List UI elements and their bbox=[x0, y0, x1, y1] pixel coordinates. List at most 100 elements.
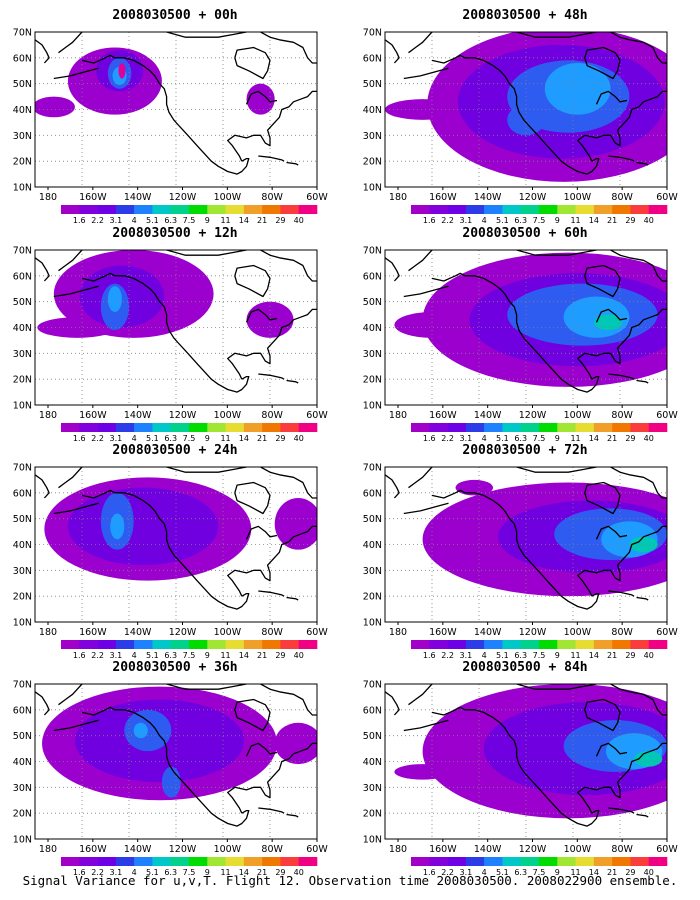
colorbar-swatch bbox=[465, 857, 485, 866]
colorbar-swatch bbox=[447, 205, 467, 214]
colorbar-swatch bbox=[484, 857, 503, 866]
x-tick-label: 100W bbox=[214, 844, 242, 855]
colorbar-label: 40 bbox=[294, 434, 304, 443]
colorbar-swatch bbox=[115, 857, 135, 866]
colorbar-swatch bbox=[539, 205, 558, 214]
panel-title: 2008030500 + 60h bbox=[462, 226, 588, 241]
x-tick-label: 140W bbox=[124, 844, 152, 855]
colorbar-label: 7.5 bbox=[183, 216, 196, 225]
y-tick-label: 60N bbox=[13, 488, 32, 499]
y-tick-label: 10N bbox=[363, 835, 382, 846]
y-tick-label: 10N bbox=[13, 401, 32, 412]
y-tick-label: 20N bbox=[363, 157, 382, 168]
colorbar-label: 4 bbox=[132, 651, 137, 660]
x-tick-label: 140W bbox=[124, 627, 152, 638]
colorbar-label: 3.1 bbox=[109, 216, 122, 225]
colorbar-swatch bbox=[152, 423, 172, 432]
colorbar-swatch bbox=[189, 423, 208, 432]
colorbar-swatch bbox=[61, 640, 80, 649]
map-frame bbox=[34, 466, 318, 623]
colorbar-swatch bbox=[262, 423, 281, 432]
panel-00h: 2008030500 + 00h 180 160W 140W 120W 100W 80W 6… bbox=[5, 8, 345, 226]
y-tick-label: 10N bbox=[363, 401, 382, 412]
colorbar-label: 14 bbox=[589, 216, 599, 225]
colorbar-swatch bbox=[630, 857, 650, 866]
contour-region bbox=[35, 96, 75, 118]
contour-region bbox=[124, 709, 172, 752]
panel-84h: 2008030500 + 84h 180 160W 140W 120W 100W 80W 6… bbox=[355, 660, 695, 877]
coastlines bbox=[385, 467, 667, 610]
colorbar-swatch bbox=[61, 857, 80, 866]
colorbar-swatch bbox=[134, 640, 153, 649]
coastlines bbox=[385, 250, 667, 393]
contour-region bbox=[394, 312, 470, 338]
colorbar-label: 7.5 bbox=[533, 434, 546, 443]
colorbar-swatch bbox=[429, 640, 448, 649]
colorbar-label: 3.1 bbox=[459, 216, 472, 225]
colorbar-swatch bbox=[115, 423, 135, 432]
coastlines bbox=[35, 250, 317, 393]
x-tick-label: 160W bbox=[429, 192, 457, 203]
colorbar-label: 9 bbox=[205, 434, 210, 443]
colorbar-label: 11 bbox=[570, 868, 580, 877]
colorbar-swatch bbox=[134, 423, 153, 432]
y-tick-label: 10N bbox=[363, 618, 382, 629]
colorbar-swatch bbox=[648, 640, 668, 649]
colorbar-swatch bbox=[225, 857, 245, 866]
colorbar-label: 4 bbox=[132, 434, 137, 443]
colorbar-label: 14 bbox=[589, 651, 599, 660]
y-tick-label: 20N bbox=[13, 375, 32, 386]
colorbar-swatch bbox=[115, 640, 135, 649]
panel-title: 2008030500 + 48h bbox=[462, 8, 588, 23]
y-tick-label: 50N bbox=[13, 297, 32, 308]
x-tick-label: 60W bbox=[656, 192, 678, 203]
colorbar-swatch bbox=[207, 423, 226, 432]
colorbar-swatch bbox=[97, 423, 117, 432]
colorbar-label: 4 bbox=[482, 651, 487, 660]
map-00h: 180 160W 140W 120W 100W 80W 60W 10N 20N 30N 40N 50N… bbox=[13, 28, 329, 226]
colorbar-label: 21 bbox=[607, 868, 617, 877]
colorbar-label: 3.1 bbox=[459, 651, 472, 660]
colorbar-label: 29 bbox=[275, 868, 285, 877]
colorbar-swatch bbox=[189, 205, 208, 214]
map-frame bbox=[384, 249, 668, 406]
colorbar-label: 1.6 bbox=[423, 651, 436, 660]
colorbar-swatch bbox=[243, 423, 263, 432]
colorbar-swatch bbox=[170, 423, 190, 432]
colorbar-label: 1.6 bbox=[73, 651, 86, 660]
colorbar-label: 29 bbox=[625, 216, 635, 225]
colorbar-label: 14 bbox=[239, 868, 249, 877]
colorbar-swatch bbox=[262, 857, 281, 866]
colorbar-swatch bbox=[429, 857, 448, 866]
y-tick-label: 30N bbox=[13, 131, 32, 142]
colorbar-swatch bbox=[429, 423, 448, 432]
colorbar-swatch bbox=[648, 205, 668, 214]
x-tick-label: 140W bbox=[474, 410, 502, 421]
colorbar-swatch bbox=[189, 640, 208, 649]
colorbar-swatch bbox=[411, 205, 430, 214]
colorbar-swatch bbox=[243, 640, 263, 649]
colorbar-label: 9 bbox=[555, 651, 560, 660]
x-tick-label: 180 bbox=[389, 627, 407, 638]
x-tick-label: 120W bbox=[519, 844, 547, 855]
colorbar-label: 14 bbox=[239, 651, 249, 660]
colorbar-swatch bbox=[207, 640, 226, 649]
colorbar-label: 1.6 bbox=[73, 216, 86, 225]
colorbar-label: 4 bbox=[132, 216, 137, 225]
contour-field bbox=[422, 479, 667, 597]
colorbar-swatch bbox=[502, 640, 522, 649]
x-tick-label: 180 bbox=[389, 192, 407, 203]
colorbar-swatch bbox=[520, 857, 540, 866]
colorbar-swatch bbox=[575, 205, 595, 214]
y-tick-label: 50N bbox=[363, 297, 382, 308]
colorbar-swatch bbox=[484, 205, 503, 214]
panel-60h: 2008030500 + 60h 180 160W 140W 120W 100W 80W 6… bbox=[355, 226, 695, 443]
colorbar-swatch bbox=[593, 640, 613, 649]
y-tick-label: 50N bbox=[13, 79, 32, 90]
colorbar-label: 40 bbox=[294, 868, 304, 877]
panel-title: 2008030500 + 12h bbox=[112, 226, 238, 241]
colorbar-swatch bbox=[429, 205, 448, 214]
y-tick-label: 40N bbox=[363, 757, 382, 768]
colorbar-label: 4 bbox=[482, 868, 487, 877]
x-tick-label: 100W bbox=[564, 627, 592, 638]
